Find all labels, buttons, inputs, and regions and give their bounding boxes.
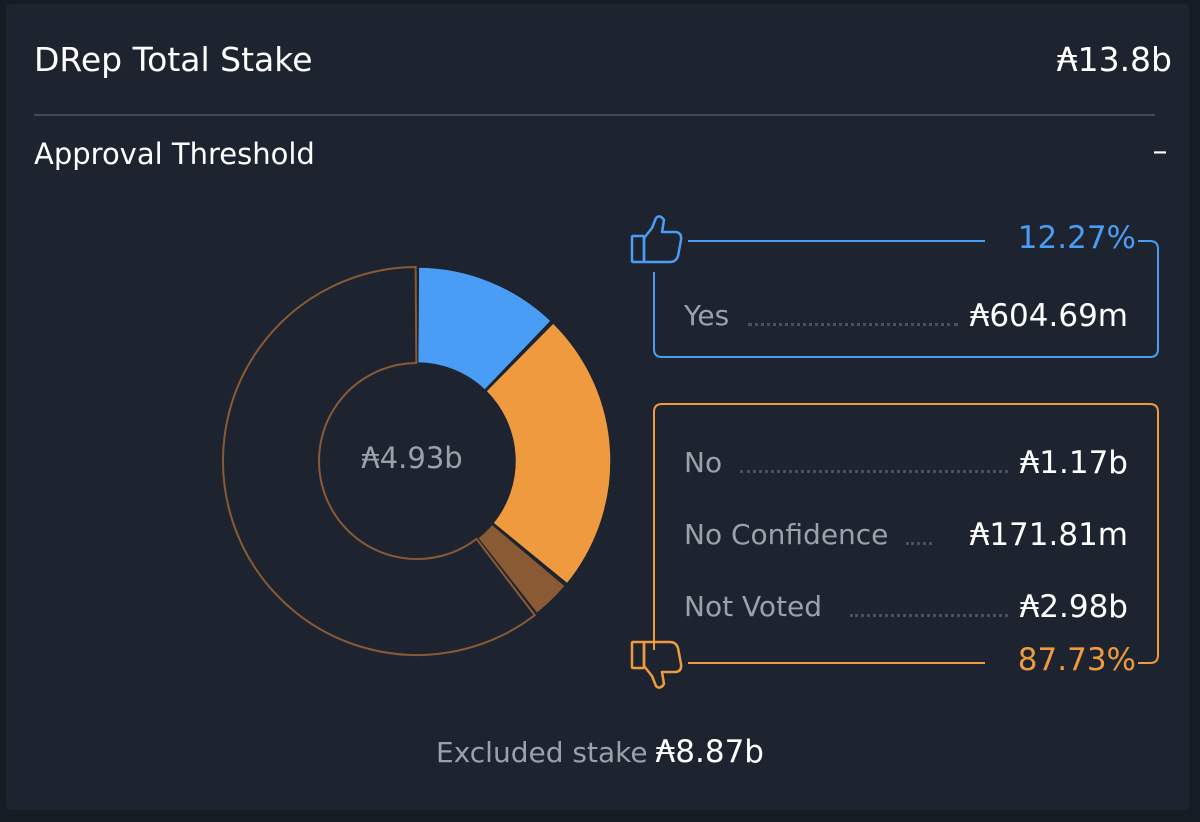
vote-value: ₳604.69m — [961, 294, 1128, 338]
vote-label: No Confidence — [684, 518, 889, 551]
thumbs-up-icon — [630, 215, 683, 264]
yes-panel-frame — [653, 240, 1159, 358]
donut-slice-no-confidence — [476, 523, 567, 615]
page-title: DRep Total Stake — [34, 40, 313, 79]
approval-threshold-title: Approval Threshold — [34, 137, 315, 171]
vote-row-no-confidence: No Confidence ₳171.81m — [684, 513, 1128, 557]
divider — [34, 114, 1155, 116]
thumbs-down-icon — [630, 640, 683, 689]
no-panel-frame — [653, 403, 1159, 664]
excluded-stake: Excluded stake ₳8.87b — [0, 730, 1200, 775]
vote-value: ₳171.81m — [961, 513, 1128, 557]
vote-label: No — [684, 446, 723, 479]
collapse-icon[interactable]: – — [1152, 134, 1168, 169]
dotted-leader — [906, 513, 932, 557]
total-stake-value: ₳13.8b — [1056, 40, 1172, 79]
dotted-leader — [850, 585, 1008, 629]
donut-slice-not-voted — [222, 265, 537, 656]
vote-label: Yes — [684, 299, 730, 332]
vote-row-not-voted: Not Voted ₳2.98b — [684, 585, 1128, 629]
excluded-stake-label: Excluded stake — [436, 736, 648, 769]
dotted-leader — [748, 294, 958, 338]
donut-center-value: ₳4.93b — [361, 441, 463, 475]
donut-slice-yes — [416, 266, 553, 392]
vote-value: ₳2.98b — [1011, 585, 1128, 629]
vote-value: ₳1.17b — [1011, 441, 1128, 485]
excluded-stake-value: ₳8.87b — [655, 734, 764, 770]
vote-row-yes: Yes ₳604.69m — [684, 294, 1128, 338]
yes-percentage: 12.27% — [1009, 218, 1136, 258]
dotted-leader — [740, 441, 1008, 485]
donut-slice-no — [484, 321, 612, 585]
vote-row-no: No ₳1.17b — [684, 441, 1128, 485]
no-percentage: 87.73% — [1009, 640, 1136, 680]
vote-label: Not Voted — [684, 590, 823, 623]
